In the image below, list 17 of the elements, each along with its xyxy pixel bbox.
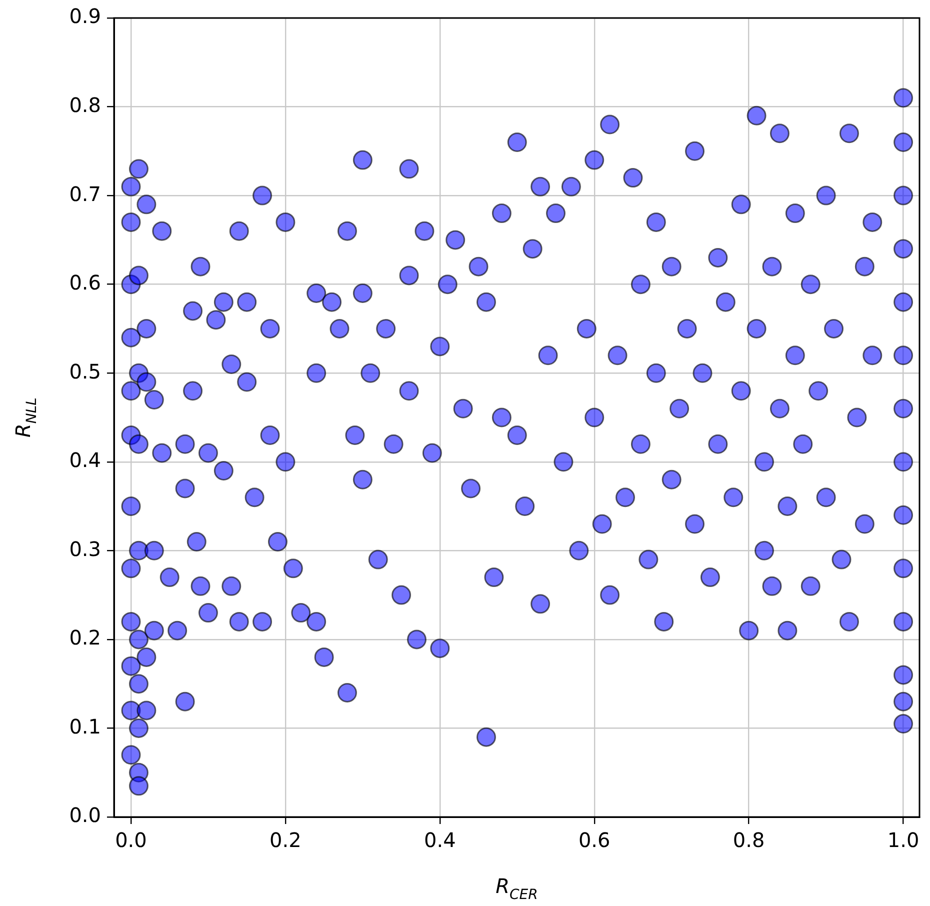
x-tick-label: 0.8: [732, 828, 765, 852]
y-tick-label: 0.1: [69, 714, 101, 738]
y-tick-label: 0.3: [69, 536, 101, 561]
x-tick-label: 0.4: [424, 828, 456, 852]
y-tick-label: 0.6: [69, 270, 101, 295]
x-tick-label: 0.6: [578, 828, 610, 852]
y-tick-label: 0.0: [69, 803, 101, 828]
y-axis-title: RNLL: [11, 398, 40, 438]
y-tick-label: 0.4: [69, 448, 101, 472]
x-tick-label: 0.2: [270, 828, 302, 852]
x-tick-label: 1.0: [887, 828, 920, 852]
x-tick-label: 0.0: [115, 828, 147, 852]
y-tick-label: 0.9: [69, 4, 101, 28]
y-tick-label: 0.2: [69, 626, 101, 650]
y-tick-label: 0.7: [69, 182, 101, 206]
y-tick-label: 0.8: [69, 92, 101, 117]
y-tick-label: 0.5: [69, 359, 101, 384]
